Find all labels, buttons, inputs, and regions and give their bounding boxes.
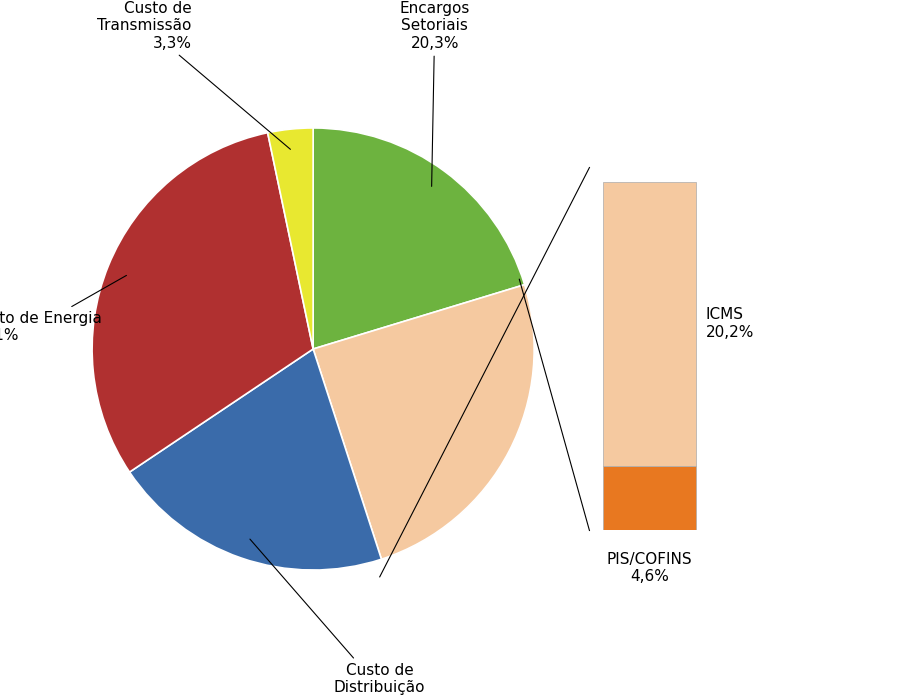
Bar [603, 181, 695, 466]
Wedge shape [92, 133, 313, 472]
Text: Custo de
Distribuição
20,6%: Custo de Distribuição 20,6% [250, 539, 426, 698]
Wedge shape [313, 285, 534, 559]
Text: Custo de
Transmissão
3,3%: Custo de Transmissão 3,3% [98, 1, 290, 149]
Text: 24,7%: 24,7% [634, 302, 682, 317]
Wedge shape [313, 128, 525, 349]
Text: ICMS
20,2%: ICMS 20,2% [705, 308, 754, 340]
Text: Encargos
Setoriais
20,3%: Encargos Setoriais 20,3% [400, 1, 470, 186]
Wedge shape [268, 128, 313, 349]
Text: Custo de Energia
31,1%: Custo de Energia 31,1% [0, 276, 126, 343]
Wedge shape [130, 349, 381, 570]
Text: PIS/COFINS
4,6%: PIS/COFINS 4,6% [607, 551, 692, 584]
Bar [603, 466, 695, 530]
